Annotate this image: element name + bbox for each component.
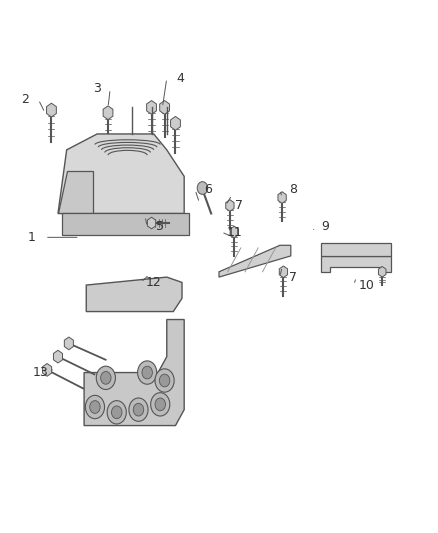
Text: 3: 3 xyxy=(93,83,101,95)
Circle shape xyxy=(155,398,166,411)
Circle shape xyxy=(151,393,170,416)
Text: 7: 7 xyxy=(235,199,243,212)
Circle shape xyxy=(133,403,144,416)
Polygon shape xyxy=(53,350,63,363)
Polygon shape xyxy=(321,256,391,272)
Text: 7: 7 xyxy=(289,271,297,284)
Circle shape xyxy=(85,395,105,419)
Circle shape xyxy=(197,182,208,195)
Polygon shape xyxy=(46,103,57,117)
Polygon shape xyxy=(103,106,113,119)
Circle shape xyxy=(101,372,111,384)
Polygon shape xyxy=(86,277,182,312)
Polygon shape xyxy=(62,214,188,235)
FancyBboxPatch shape xyxy=(321,243,391,256)
Text: 5: 5 xyxy=(156,220,164,233)
Text: 8: 8 xyxy=(289,183,297,196)
Polygon shape xyxy=(160,101,170,114)
Text: 9: 9 xyxy=(321,220,329,233)
Polygon shape xyxy=(278,192,286,204)
Polygon shape xyxy=(58,171,93,214)
Text: 13: 13 xyxy=(33,366,49,379)
Text: 10: 10 xyxy=(359,279,375,292)
Polygon shape xyxy=(58,134,184,214)
Circle shape xyxy=(159,374,170,387)
Circle shape xyxy=(142,366,152,379)
Circle shape xyxy=(96,366,116,390)
Circle shape xyxy=(90,401,100,414)
Text: 6: 6 xyxy=(204,183,212,196)
Polygon shape xyxy=(230,226,238,238)
Text: 1: 1 xyxy=(28,231,36,244)
Polygon shape xyxy=(148,217,155,229)
Polygon shape xyxy=(64,337,74,350)
Polygon shape xyxy=(147,101,156,114)
Circle shape xyxy=(112,406,122,419)
Text: 12: 12 xyxy=(146,276,162,289)
Polygon shape xyxy=(84,319,184,425)
Circle shape xyxy=(129,398,148,421)
Polygon shape xyxy=(170,116,180,130)
Circle shape xyxy=(107,401,126,424)
Polygon shape xyxy=(219,245,291,277)
Circle shape xyxy=(138,361,157,384)
Polygon shape xyxy=(42,364,52,376)
Text: 11: 11 xyxy=(226,225,242,239)
Polygon shape xyxy=(226,200,234,212)
Text: 2: 2 xyxy=(21,93,29,106)
Polygon shape xyxy=(279,266,288,278)
Polygon shape xyxy=(378,266,386,277)
Text: 4: 4 xyxy=(176,72,184,85)
Circle shape xyxy=(155,369,174,392)
